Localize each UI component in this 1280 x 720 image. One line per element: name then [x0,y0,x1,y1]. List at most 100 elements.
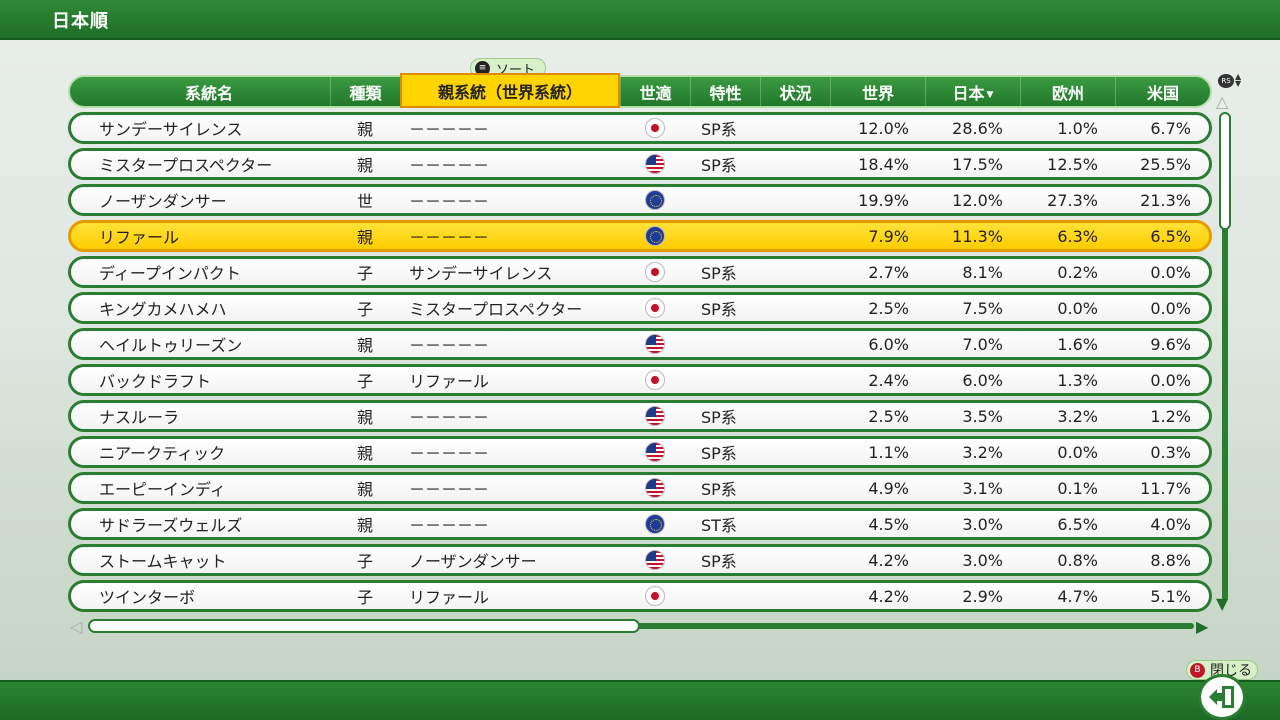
japan-share: 3.2% [962,442,1003,462]
japan-share: 7.0% [962,334,1003,354]
japan-share: 6.0% [962,370,1003,390]
japan-share: 2.9% [962,586,1003,606]
lineage-name: キングカメハメハ [99,300,227,319]
world-share: 19.9% [858,190,909,210]
lineage-kind: 親 [356,480,373,499]
lineage-kind: 子 [356,588,373,607]
parent-lineage: －－－－－ [409,336,490,355]
japan-share: 3.0% [962,514,1003,534]
region-flag-cell [639,295,671,321]
japan-share: 3.0% [962,550,1003,570]
table-row[interactable]: ナスルーラ 親 －－－－－ SP系 2.5% 3.5% 3.2% 1.2% [68,400,1212,432]
table-row[interactable]: バックドラフト 子 リファール 2.4% 6.0% 1.3% 0.0% [68,364,1212,396]
region-flag-cell [639,187,671,213]
us-share: 1.2% [1150,406,1191,426]
column-header-world[interactable]: 世界 [830,77,925,106]
column-header-japan[interactable]: 日本 ▼ [925,77,1020,106]
lineage-kind: 子 [356,264,373,283]
eu-flag-icon [645,226,665,246]
parent-lineage: ミスタープロスペクター [409,300,583,319]
parent-lineage: －－－－－ [409,480,490,499]
parent-lineage: －－－－－ [409,408,490,427]
table-row[interactable]: ニアークティック 親 －－－－－ SP系 1.1% 3.2% 0.0% 0.3% [68,436,1212,468]
world-share: 2.5% [868,298,909,318]
horizontal-scroll-thumb[interactable] [88,619,640,633]
region-flag-cell [639,259,671,285]
vertical-scroll-thumb[interactable] [1219,112,1231,230]
scroll-down-icon[interactable]: ▼ [1216,594,1229,613]
us-share: 4.0% [1150,514,1191,534]
column-header-world-aptitude[interactable]: 世適 [620,77,690,106]
europe-share: 0.0% [1057,298,1098,318]
table-row[interactable]: サドラーズウェルズ 親 －－－－－ ST系 4.5% 3.0% 6.5% 4.0% [68,508,1212,540]
parent-lineage: －－－－－ [409,156,490,175]
lineage-kind: 親 [356,444,373,463]
exit-door-icon [1209,686,1234,708]
world-share: 6.0% [868,334,909,354]
lineage-kind: 子 [356,372,373,391]
eu-flag-icon [645,514,665,534]
lineage-name: ニアークティック [99,444,226,463]
japan-share: 3.5% [962,406,1003,426]
world-share: 2.7% [868,262,909,282]
table-row[interactable]: リファール 親 －－－－－ 7.9% 11.3% 6.3% 6.5% [68,220,1212,252]
usa-flag-icon [645,154,665,174]
column-header-trait[interactable]: 特性 [690,77,760,106]
region-flag-cell [639,475,671,501]
us-share: 6.5% [1150,226,1191,246]
europe-share: 4.7% [1057,586,1098,606]
usa-flag-icon [645,550,665,570]
parent-lineage: －－－－－ [409,444,490,463]
column-header-us[interactable]: 米国 [1115,77,1210,106]
table-row[interactable]: サンデーサイレンス 親 －－－－－ SP系 12.0% 28.6% 1.0% 6.7% [68,112,1212,144]
trait [701,583,763,609]
scroll-right-icon[interactable]: ▶ [1196,617,1209,636]
lineage-name: ナスルーラ [99,408,180,427]
vertical-scroll-track[interactable] [1222,112,1228,600]
region-flag-cell [639,511,671,537]
world-share: 2.4% [868,370,909,390]
lineage-kind: 世 [356,192,373,211]
usa-flag-icon [645,442,665,462]
trait: ST系 [701,516,737,535]
table-row[interactable]: ミスタープロスペクター 親 －－－－－ SP系 18.4% 17.5% 12.5% 25.5% [68,148,1212,180]
europe-share: 27.3% [1047,190,1098,210]
us-share: 25.5% [1140,154,1191,174]
column-header-lineage-name[interactable]: 系統名 [184,83,233,103]
lineage-name: エーピーインディ [99,480,226,499]
trait: SP系 [701,408,737,427]
usa-flag-icon [645,478,665,498]
parent-lineage: リファール [409,588,490,607]
column-header-parent-lineage[interactable]: 親系統（世界系統） [400,73,620,108]
table-row[interactable]: ヘイルトゥリーズン 親 －－－－－ 6.0% 7.0% 1.6% 9.6% [68,328,1212,360]
column-header-europe[interactable]: 欧州 [1020,77,1115,106]
europe-share: 6.5% [1057,514,1098,534]
exit-button[interactable] [1198,674,1246,720]
scroll-up-icon[interactable]: △ [1216,92,1229,111]
table-row[interactable]: ストームキャット 子 ノーザンダンサー SP系 4.2% 3.0% 0.8% 8.8% [68,544,1212,576]
trait [701,331,763,357]
column-header-kind[interactable]: 種類 [330,77,400,106]
column-header-status[interactable]: 状況 [760,77,830,106]
us-share: 9.6% [1150,334,1191,354]
table-row[interactable]: キングカメハメハ 子 ミスタープロスペクター SP系 2.5% 7.5% 0.0% 0.0% [68,292,1212,324]
lineage-name: ノーザンダンサー [99,192,227,211]
close-hint[interactable]: B 閉じる [1186,660,1258,680]
trait: SP系 [701,120,737,139]
table-row[interactable]: エーピーインディ 親 －－－－－ SP系 4.9% 3.1% 0.1% 11.7% [68,472,1212,504]
table-row[interactable]: ノーザンダンサー 世 －－－－－ 19.9% 12.0% 27.3% 21.3% [68,184,1212,216]
table-header: 系統名 種類 親系統（世界系統） 世適 特性 状況 世界 日本 ▼ 欧州 米国 [68,73,1212,108]
table-row[interactable]: ツインターボ 子 リファール 4.2% 2.9% 4.7% 5.1% [68,580,1212,612]
us-share: 21.3% [1140,190,1191,210]
europe-share: 0.2% [1057,262,1098,282]
world-share: 4.9% [868,478,909,498]
table-row[interactable]: ディープインパクト 子 サンデーサイレンス SP系 2.7% 8.1% 0.2% 0.0% [68,256,1212,288]
europe-share: 0.1% [1057,478,1098,498]
lineage-kind: 子 [356,552,373,571]
trait: SP系 [701,480,737,499]
europe-share: 3.2% [1057,406,1098,426]
horizontal-scroll-track[interactable] [90,623,1194,629]
b-button-icon: B [1190,662,1205,678]
scroll-left-icon[interactable]: ◁ [70,617,83,636]
us-share: 11.7% [1140,478,1191,498]
